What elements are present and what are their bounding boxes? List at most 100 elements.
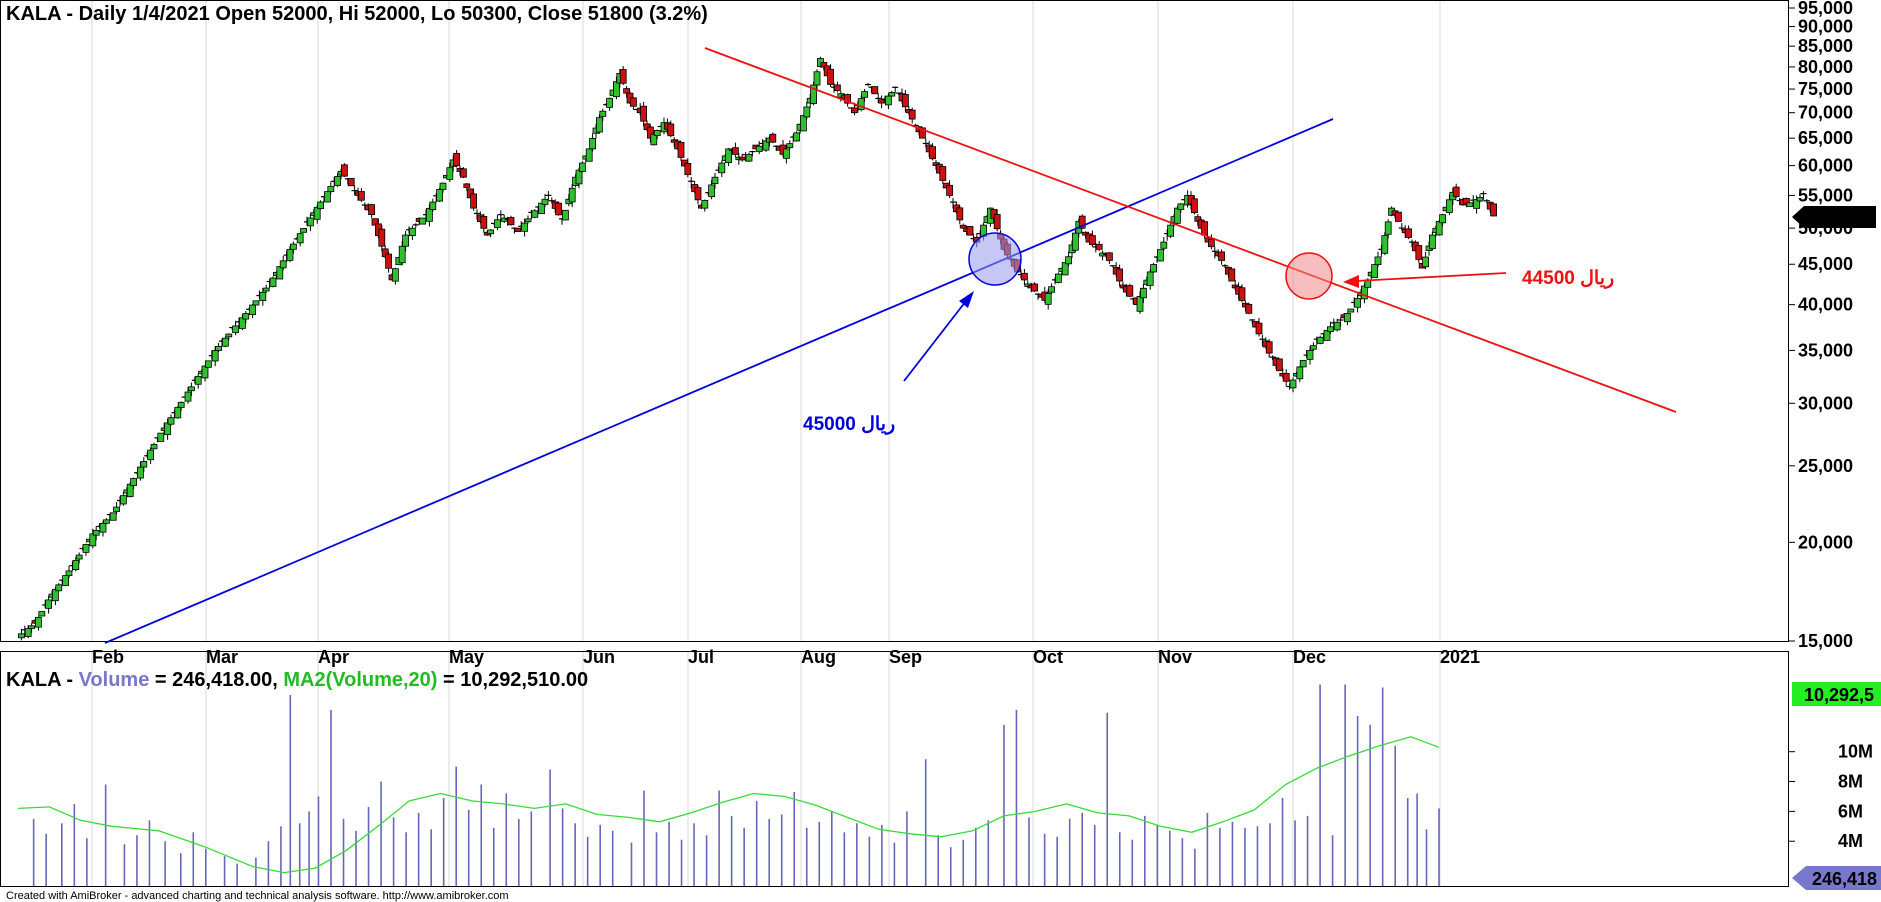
red-arrow-head-icon: [1343, 275, 1359, 288]
candle: [1249, 319, 1256, 324]
candle: [412, 223, 419, 228]
candle: [340, 163, 348, 178]
candle: [1310, 342, 1317, 351]
y-tick-label: 65,000: [1798, 128, 1853, 148]
candle: [545, 191, 552, 201]
candle: [1480, 191, 1487, 200]
candle: [1021, 269, 1028, 286]
red-highlight-circle[interactable]: [1285, 252, 1333, 300]
red-arrow: [1355, 272, 1507, 282]
candle: [653, 129, 661, 140]
candle: [480, 213, 488, 233]
candle: [701, 199, 709, 212]
volume-tick-label: 8M: [1838, 772, 1863, 792]
candle: [1289, 377, 1297, 393]
ma-last-label: 10,292,5: [1804, 685, 1874, 705]
candle: [242, 310, 250, 324]
candle: [749, 150, 756, 157]
candle: [579, 161, 586, 173]
candle: [1095, 240, 1103, 252]
candle: [1238, 284, 1246, 303]
candle: [459, 167, 467, 179]
candle: [892, 86, 899, 93]
candle: [323, 191, 331, 203]
candle: [1177, 203, 1185, 213]
candle: [317, 200, 325, 210]
y-tick-label: 35,000: [1798, 340, 1853, 360]
candle: [1429, 231, 1436, 251]
candle: [215, 342, 223, 353]
price-header: KALA - Daily 1/4/2021 Open 52000, Hi 520…: [6, 3, 708, 25]
candle: [820, 61, 828, 71]
candle: [548, 197, 555, 204]
candle: [966, 225, 974, 236]
candle: [391, 267, 399, 285]
candle: [385, 251, 393, 273]
candle: [623, 86, 630, 98]
candle: [140, 457, 148, 473]
y-tick-label: 75,000: [1798, 79, 1853, 99]
candle: [130, 477, 138, 489]
x-tick-label: Nov: [1158, 647, 1192, 667]
candle: [1473, 195, 1480, 214]
candle: [1222, 264, 1228, 269]
blue-arrow: [903, 300, 967, 382]
candle: [902, 90, 909, 112]
candle: [531, 209, 539, 219]
candle: [538, 202, 545, 215]
volume-tick-label: 10M: [1838, 742, 1873, 762]
candle: [1384, 219, 1392, 239]
y-tick-label: 60,000: [1798, 156, 1853, 176]
candle: [589, 133, 596, 152]
candle: [1044, 289, 1052, 310]
candle: [276, 266, 284, 280]
candle: [1316, 335, 1324, 345]
volume-tick-label: 6M: [1838, 801, 1863, 821]
candle: [630, 96, 637, 110]
x-tick-label: Aug: [801, 647, 836, 667]
y-tick-label: 15,000: [1798, 631, 1853, 651]
candle: [708, 179, 715, 200]
y-tick-label: 90,000: [1798, 17, 1853, 37]
candle: [1218, 249, 1225, 265]
candle: [1354, 294, 1361, 313]
candle: [232, 320, 240, 336]
candle: [92, 526, 100, 541]
candle: [378, 224, 386, 252]
candle: [800, 115, 807, 132]
candle: [368, 203, 376, 219]
red-annotation: 44500 ریال: [1522, 268, 1614, 289]
candle: [745, 152, 753, 162]
candle: [327, 181, 335, 195]
candle: [732, 142, 739, 157]
candle: [1347, 308, 1355, 313]
candle: [1466, 202, 1474, 207]
candle: [1048, 283, 1055, 294]
candle: [1452, 183, 1460, 199]
candle: [99, 520, 107, 537]
candle: [929, 143, 936, 161]
blue-highlight-circle[interactable]: [968, 232, 1022, 286]
candle: [1344, 312, 1351, 326]
candle: [446, 162, 454, 182]
y-axis-ticks: 15,000 20,000 25,000 30,000 35,000 40,000 45,0…: [1789, 0, 1853, 651]
ma-header-value: = 10,292,510.00: [437, 669, 588, 691]
y-tick-label: 95,000: [1798, 0, 1853, 18]
candle: [871, 86, 879, 95]
x-tick-label: 2021: [1440, 647, 1480, 667]
candle: [834, 81, 841, 93]
candle: [956, 205, 964, 225]
x-tick-label: Oct: [1033, 647, 1063, 667]
candle: [596, 114, 603, 134]
candle: [204, 360, 212, 368]
last-price-label: 51,800: [1808, 208, 1863, 228]
candle: [1065, 251, 1072, 267]
candle: [575, 167, 583, 189]
candle: [497, 210, 504, 223]
candle: [640, 101, 647, 127]
candle: [1157, 249, 1164, 262]
y-tick-label: 40,000: [1798, 295, 1853, 315]
candle: [1405, 225, 1412, 240]
price-panel: [0, 0, 1789, 642]
